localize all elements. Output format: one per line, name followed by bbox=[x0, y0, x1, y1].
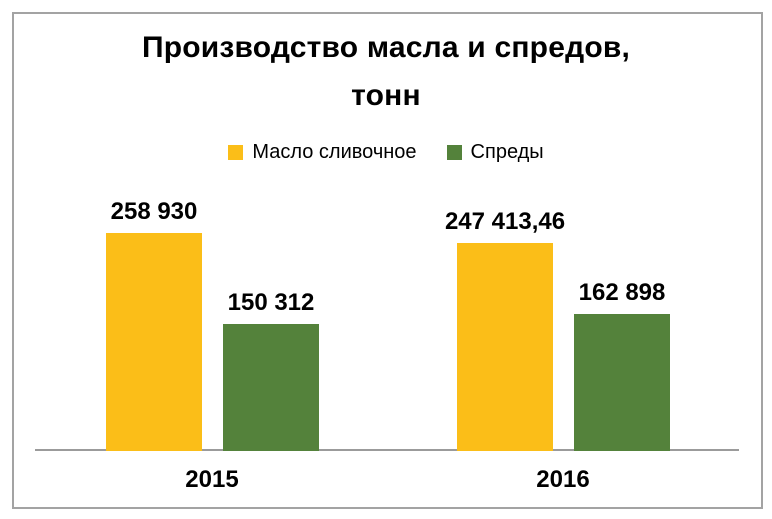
category-label-2015: 2015 bbox=[185, 466, 239, 493]
bar-spreads-2016 bbox=[574, 314, 670, 451]
x-axis-line bbox=[35, 449, 739, 451]
chart-legend: Масло сливочное Спреды bbox=[0, 141, 772, 164]
legend-item-spreads: Спреды bbox=[446, 141, 544, 164]
legend-item-butter: Масло сливочное bbox=[228, 141, 417, 164]
category-label-2016: 2016 bbox=[536, 466, 590, 493]
legend-label-butter: Масло сливочное bbox=[252, 141, 417, 163]
chart-title-line-2: тонн bbox=[351, 79, 421, 112]
chart-title-line-1: Производство масла и спредов, bbox=[141, 31, 631, 64]
bar-butter-2016 bbox=[457, 243, 553, 451]
bar-spreads-2015 bbox=[223, 324, 319, 451]
bar-value-butter-2015: 258 930 bbox=[110, 198, 198, 225]
legend-label-spreads: Спреды bbox=[470, 141, 544, 163]
bar-value-butter-2016: 247 413,46 bbox=[444, 208, 566, 235]
bar-butter-2015 bbox=[106, 233, 202, 451]
legend-swatch-spreads bbox=[446, 145, 462, 160]
chart-title: Производство масла и спредов, тонн bbox=[0, 24, 772, 120]
legend-swatch-butter bbox=[228, 145, 244, 160]
bar-value-spreads-2015: 150 312 bbox=[227, 289, 315, 316]
bar-value-spreads-2016: 162 898 bbox=[578, 279, 666, 306]
